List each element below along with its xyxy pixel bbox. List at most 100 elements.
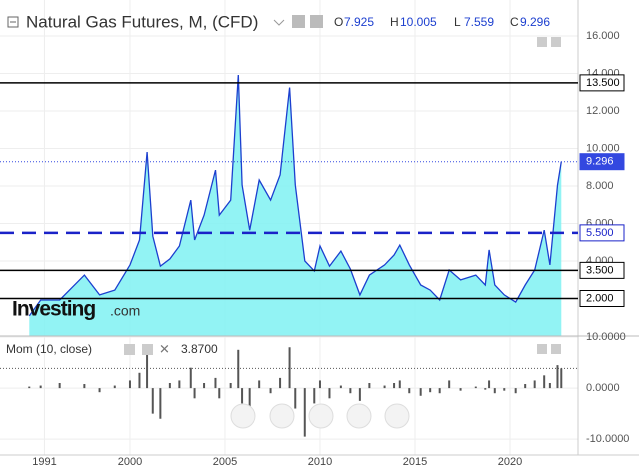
momentum-bar bbox=[339, 385, 342, 389]
momentum-bar bbox=[383, 385, 386, 389]
zoom-out-button[interactable] bbox=[269, 403, 295, 429]
x-tick-label: 2000 bbox=[118, 456, 142, 468]
price-line bbox=[28, 74, 562, 317]
momentum-bar bbox=[438, 388, 441, 394]
ohlc-value: 7.559 bbox=[464, 15, 494, 29]
close-icon[interactable] bbox=[551, 37, 561, 47]
close-icon[interactable] bbox=[551, 344, 561, 354]
indicator-title: Mom (10, close) bbox=[6, 342, 92, 356]
y-tick-label: 12.000 bbox=[586, 105, 620, 117]
ohlc-label: C bbox=[510, 15, 519, 29]
momentum-bar bbox=[560, 368, 563, 389]
scroll-left-button[interactable] bbox=[230, 403, 256, 429]
momentum-bar bbox=[493, 388, 496, 394]
x-tick-label: 1991 bbox=[32, 456, 56, 468]
momentum-bar bbox=[474, 386, 477, 389]
level-label: 9.296 bbox=[586, 156, 614, 168]
level-label-box bbox=[579, 261, 625, 279]
momentum-bar bbox=[459, 388, 462, 391]
y-tick-label: 10.000 bbox=[586, 142, 620, 154]
momentum-bar bbox=[556, 365, 559, 389]
momentum-bar bbox=[349, 388, 352, 394]
momentum-bar bbox=[168, 383, 171, 389]
zoom-in-button[interactable] bbox=[346, 403, 372, 429]
momentum-bar bbox=[328, 388, 331, 399]
x-tick-label: 2020 bbox=[498, 456, 522, 468]
level-label-box bbox=[579, 224, 625, 242]
reset-button[interactable] bbox=[308, 403, 334, 429]
eye-icon[interactable] bbox=[124, 344, 135, 355]
collapse-icon[interactable] bbox=[7, 16, 19, 28]
level-label: 5.500 bbox=[586, 227, 614, 239]
momentum-bar bbox=[214, 377, 217, 389]
y-tick-label: 8.000 bbox=[586, 180, 614, 192]
level-label-box bbox=[579, 153, 625, 171]
level-label: 3.500 bbox=[586, 264, 614, 276]
level-label: 13.500 bbox=[586, 77, 620, 89]
momentum-bar bbox=[189, 367, 192, 389]
y-tick-label: -10.0000 bbox=[586, 433, 629, 445]
momentum-bar bbox=[248, 388, 251, 419]
momentum-bar bbox=[151, 388, 154, 414]
level-label-box bbox=[579, 74, 625, 92]
momentum-bar bbox=[488, 380, 491, 389]
dropdown-icon[interactable] bbox=[273, 19, 285, 26]
momentum-bar bbox=[193, 388, 196, 399]
settings-icon[interactable] bbox=[310, 15, 323, 28]
momentum-bar bbox=[514, 388, 517, 394]
level-label: 2.000 bbox=[586, 292, 614, 304]
momentum-bar bbox=[393, 383, 396, 389]
y-tick-label: 0.0000 bbox=[586, 382, 620, 394]
x-tick-label: 2010 bbox=[308, 456, 332, 468]
chart-title: Natural Gas Futures, M, (CFD) bbox=[26, 12, 258, 31]
momentum-bar bbox=[241, 388, 244, 404]
level-label-box bbox=[579, 290, 625, 307]
settings-icon[interactable] bbox=[142, 344, 153, 355]
momentum-bar bbox=[524, 384, 527, 389]
momentum-bar bbox=[28, 386, 31, 389]
ohlc-label: L bbox=[454, 15, 461, 29]
momentum-bar bbox=[294, 388, 297, 409]
momentum-bar bbox=[128, 380, 131, 389]
momentum-bar bbox=[408, 388, 411, 394]
momentum-bar bbox=[146, 352, 149, 389]
momentum-bar bbox=[269, 388, 272, 394]
momentum-bar bbox=[279, 377, 282, 389]
close-icon[interactable]: ✕ bbox=[159, 341, 170, 356]
momentum-bar bbox=[448, 380, 451, 389]
logo: .com bbox=[110, 303, 140, 319]
momentum-bar bbox=[83, 384, 86, 389]
down-icon[interactable] bbox=[537, 37, 547, 47]
momentum-bar bbox=[484, 388, 487, 390]
momentum-bar bbox=[229, 383, 232, 389]
momentum-bar bbox=[548, 383, 551, 389]
momentum-bar bbox=[218, 388, 221, 399]
momentum-bar bbox=[258, 380, 261, 389]
momentum-bar bbox=[429, 388, 432, 393]
eye-icon[interactable] bbox=[292, 15, 305, 28]
momentum-bar bbox=[318, 380, 321, 389]
x-tick-label: 2015 bbox=[403, 456, 427, 468]
momentum-bar bbox=[39, 385, 42, 389]
logo: Investing bbox=[12, 298, 95, 321]
momentum-bar bbox=[58, 383, 61, 389]
momentum-bar bbox=[368, 383, 371, 389]
scroll-right-button[interactable] bbox=[384, 403, 410, 429]
momentum-bar bbox=[313, 388, 316, 404]
y-tick-label: 16.000 bbox=[586, 30, 620, 42]
y-tick-label: 10.0000 bbox=[586, 331, 626, 343]
momentum-bar bbox=[178, 380, 181, 389]
momentum-bar bbox=[503, 388, 506, 391]
up-icon[interactable] bbox=[537, 344, 547, 354]
momentum-bar bbox=[358, 388, 361, 401]
momentum-bar bbox=[237, 349, 240, 389]
momentum-bar bbox=[98, 388, 101, 393]
indicator-value: 3.8700 bbox=[181, 342, 218, 356]
ohlc-value: 10.005 bbox=[400, 15, 437, 29]
momentum-bar bbox=[288, 347, 291, 389]
momentum-bar bbox=[533, 380, 536, 389]
ohlc-value: 7.925 bbox=[344, 15, 374, 29]
momentum-bar bbox=[138, 372, 141, 389]
momentum-bar bbox=[203, 383, 206, 389]
